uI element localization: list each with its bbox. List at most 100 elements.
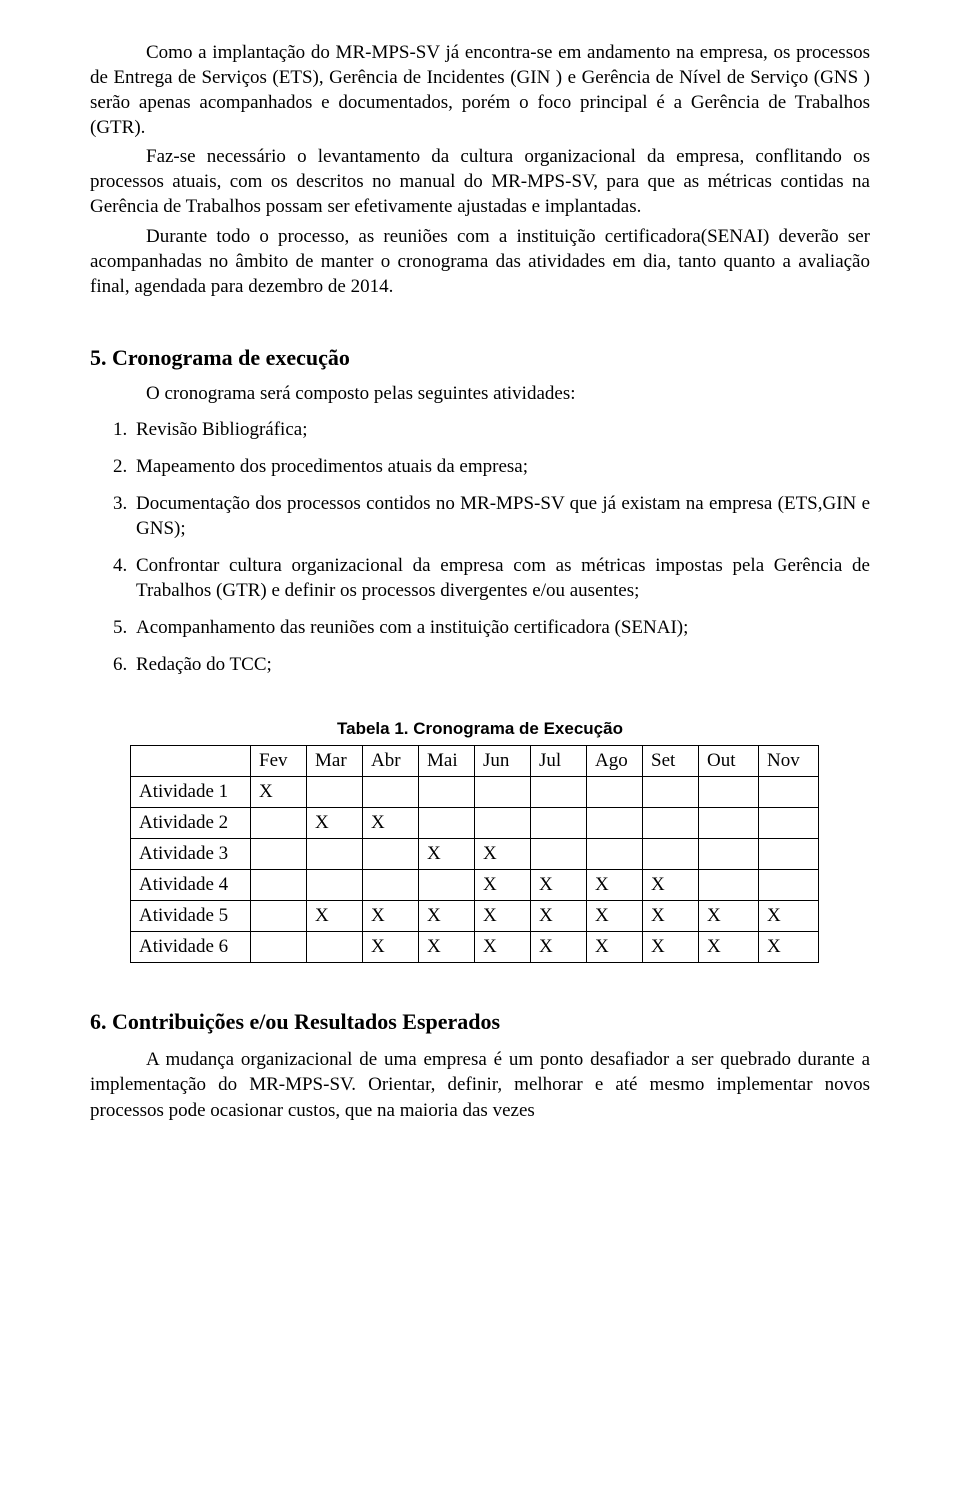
table-cell: X	[699, 932, 759, 963]
paragraph-2: Faz-se necessário o levantamento da cult…	[90, 144, 870, 219]
table-cell	[307, 870, 363, 901]
list-item: 4.Confrontar cultura organizacional da e…	[90, 553, 870, 603]
table-cell: X	[759, 901, 819, 932]
table-cell	[475, 808, 531, 839]
table-cell: X	[531, 932, 587, 963]
table-cell	[251, 839, 307, 870]
table-cell	[587, 839, 643, 870]
table-header-month: Mar	[307, 746, 363, 777]
table-cell	[251, 932, 307, 963]
table-cell: X	[587, 870, 643, 901]
table-cell: X	[363, 932, 419, 963]
activity-label: Atividade 1	[131, 777, 251, 808]
list-item: 3.Documentação dos processos contidos no…	[90, 491, 870, 541]
table-cell: X	[419, 932, 475, 963]
table-cell	[587, 808, 643, 839]
table-cell: X	[699, 901, 759, 932]
table-cell	[307, 932, 363, 963]
table-cell: X	[475, 932, 531, 963]
table-header-blank	[131, 746, 251, 777]
list-item: 5.Acompanhamento das reuniões com a inst…	[90, 615, 870, 640]
activity-label: Atividade 5	[131, 901, 251, 932]
table-row: Atividade 2 X X	[131, 808, 819, 839]
table-cell	[419, 808, 475, 839]
table-cell: X	[475, 901, 531, 932]
table-header-month: Set	[643, 746, 699, 777]
table-cell	[531, 839, 587, 870]
schedule-table: Fev Mar Abr Mai Jun Jul Ago Set Out Nov …	[130, 745, 819, 963]
list-item: 6.Redação do TCC;	[90, 652, 870, 677]
activity-label: Atividade 3	[131, 839, 251, 870]
table-cell	[587, 777, 643, 808]
table-header-month: Nov	[759, 746, 819, 777]
table-cell: X	[251, 777, 307, 808]
table-cell: X	[587, 901, 643, 932]
table-cell: X	[759, 932, 819, 963]
table-cell	[419, 870, 475, 901]
table-row: Atividade 3 X X	[131, 839, 819, 870]
activities-list: 1.Revisão Bibliográfica; 2.Mapeamento do…	[90, 417, 870, 678]
table-cell	[531, 808, 587, 839]
section-6-paragraph-1: A mudança organizacional de uma empresa …	[90, 1047, 870, 1122]
list-item-text: Confrontar cultura organizacional da emp…	[136, 555, 870, 601]
table-cell: X	[475, 870, 531, 901]
table-header-month: Jun	[475, 746, 531, 777]
table-cell	[759, 808, 819, 839]
table-cell	[475, 777, 531, 808]
section-5-heading: 5. Cronograma de execução	[90, 345, 870, 371]
table-row: Atividade 1 X	[131, 777, 819, 808]
table-cell: X	[475, 839, 531, 870]
table-cell: X	[419, 901, 475, 932]
table-cell: X	[307, 901, 363, 932]
table-row: Atividade 6 X X X X X X X X	[131, 932, 819, 963]
table-cell	[363, 870, 419, 901]
table-row: Atividade 4 X X X X	[131, 870, 819, 901]
table-cell: X	[643, 932, 699, 963]
table-header-month: Out	[699, 746, 759, 777]
table-header-month: Jul	[531, 746, 587, 777]
table-cell: X	[419, 839, 475, 870]
table-cell	[251, 870, 307, 901]
list-item: 2.Mapeamento dos procedimentos atuais da…	[90, 454, 870, 479]
activity-label: Atividade 4	[131, 870, 251, 901]
table-cell: X	[531, 901, 587, 932]
list-item-text: Documentação dos processos contidos no M…	[136, 493, 870, 539]
table-cell: X	[531, 870, 587, 901]
table-cell	[699, 839, 759, 870]
list-item-text: Redação do TCC;	[136, 654, 272, 675]
table-cell: X	[643, 901, 699, 932]
table-cell	[643, 808, 699, 839]
table-cell	[531, 777, 587, 808]
table-cell	[307, 777, 363, 808]
table-cell: X	[587, 932, 643, 963]
table-cell	[759, 839, 819, 870]
table-cell	[363, 839, 419, 870]
activity-label: Atividade 6	[131, 932, 251, 963]
table-cell	[643, 839, 699, 870]
table-caption: Tabela 1. Cronograma de Execução	[90, 719, 870, 739]
list-item-text: Mapeamento dos procedimentos atuais da e…	[136, 456, 528, 477]
table-cell: X	[307, 808, 363, 839]
list-item: 1.Revisão Bibliográfica;	[90, 417, 870, 442]
table-header-row: Fev Mar Abr Mai Jun Jul Ago Set Out Nov	[131, 746, 819, 777]
list-item-text: Revisão Bibliográfica;	[136, 419, 307, 440]
table-cell: X	[363, 901, 419, 932]
list-item-text: Acompanhamento das reuniões com a instit…	[136, 617, 688, 638]
table-cell	[759, 777, 819, 808]
table-header-month: Ago	[587, 746, 643, 777]
table-row: Atividade 5 X X X X X X X X X	[131, 901, 819, 932]
table-cell: X	[363, 808, 419, 839]
paragraph-3: Durante todo o processo, as reuniões com…	[90, 224, 870, 299]
section-5-intro: O cronograma será composto pelas seguint…	[90, 383, 870, 405]
table-header-month: Fev	[251, 746, 307, 777]
table-cell	[307, 839, 363, 870]
table-cell	[251, 901, 307, 932]
table-header-month: Abr	[363, 746, 419, 777]
table-cell	[419, 777, 475, 808]
document-page: Como a implantação do MR-MPS-SV já encon…	[0, 0, 960, 1492]
activity-label: Atividade 2	[131, 808, 251, 839]
table-cell: X	[643, 870, 699, 901]
table-cell	[699, 777, 759, 808]
section-6-heading: 6. Contribuições e/ou Resultados Esperad…	[90, 1009, 870, 1035]
table-cell	[759, 870, 819, 901]
